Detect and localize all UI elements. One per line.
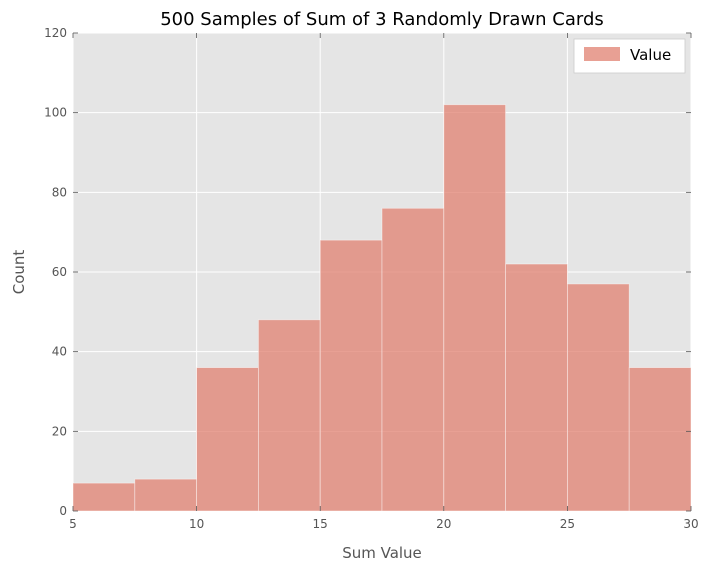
legend-swatch	[584, 47, 620, 61]
x-axis-label: Sum Value	[342, 544, 422, 562]
y-tick-labels: 0 20 40 60 80 100 120	[44, 26, 67, 518]
x-tick-label-4: 25	[560, 517, 575, 531]
histogram-bar-4	[319, 239, 383, 512]
y-tick-label-2: 40	[52, 345, 67, 359]
histogram-bar-9	[628, 367, 692, 512]
histogram-bar-2	[196, 367, 259, 512]
histogram-bar-0	[72, 482, 136, 512]
y-axis-label: Count	[10, 250, 28, 295]
chart-title: 500 Samples of Sum of 3 Randomly Drawn C…	[160, 9, 604, 30]
bars	[72, 104, 692, 512]
y-tick-label-3: 60	[52, 265, 67, 279]
histogram-bar-3	[257, 319, 321, 512]
histogram-bar-7	[505, 263, 568, 512]
y-tick-label-4: 80	[52, 185, 67, 199]
histogram-bar-8	[567, 283, 630, 512]
x-tick-label-2: 15	[313, 517, 328, 531]
y-tick-label-1: 20	[52, 424, 67, 438]
legend: Value	[573, 38, 686, 74]
x-tick-label-0: 5	[69, 517, 77, 531]
x-tick-label-5: 30	[683, 517, 698, 531]
y-tick-label-5: 100	[44, 106, 67, 120]
x-tick-label-3: 20	[436, 517, 451, 531]
histogram-bar-6	[443, 104, 506, 512]
y-tick-label-0: 0	[59, 504, 67, 518]
x-tick-labels: 5 10 15 20 25 30	[69, 517, 698, 531]
histogram-bar-1	[134, 478, 198, 512]
legend-label: Value	[630, 46, 671, 64]
axis-ticks	[72, 32, 692, 512]
y-tick-label-6: 120	[44, 26, 67, 40]
x-tick-label-1: 10	[189, 517, 204, 531]
histogram-bar-5	[381, 207, 445, 512]
